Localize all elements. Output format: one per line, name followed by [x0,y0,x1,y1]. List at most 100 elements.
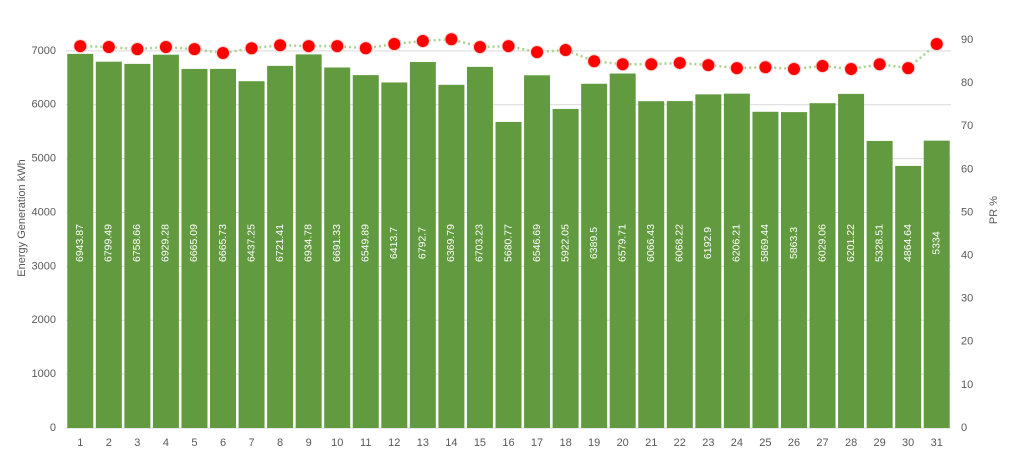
y2-tick-label: 80 [961,77,973,89]
bar [124,63,151,428]
point [615,57,630,72]
point [216,46,231,61]
x-tick-label: 9 [306,437,312,449]
point [415,33,430,48]
value-label: 6029.06 [816,224,828,262]
x-tick-label: 20 [617,437,629,449]
point [815,58,830,73]
point [73,39,88,54]
x-tick-label: 6 [220,437,226,449]
value-label: 6068.22 [674,224,686,262]
x-tick-label: 1 [77,437,83,449]
y2-tick-label: 10 [961,379,973,391]
x-tick-label: 22 [674,437,686,449]
bar [581,83,608,428]
bar [524,75,551,429]
point [472,39,487,54]
value-label: 6066.43 [645,224,657,262]
point [729,61,744,76]
value-label: 6206.21 [731,224,743,262]
bar [267,65,294,428]
point [187,42,202,57]
bar [152,54,179,429]
x-tick-label: 21 [645,437,657,449]
bar [866,140,893,429]
bar [466,66,493,428]
bar [495,121,522,428]
bar [324,67,351,429]
value-label: 6665.73 [217,224,229,262]
y2-axis-title: PR % [988,196,1000,224]
bar [238,81,265,429]
x-tick-label: 25 [759,437,771,449]
value-label: 6799.49 [103,224,115,262]
x-tick-label: 18 [559,437,571,449]
value-label: 6934.78 [302,224,314,262]
bar [67,53,94,429]
y-tick-label: 2000 [32,314,56,326]
bar [809,103,836,429]
bar [210,68,237,429]
x-tick-label: 31 [931,437,943,449]
point [758,60,773,75]
bar [838,93,865,428]
y2-tick-label: 30 [961,293,973,305]
x-tick-label: 4 [163,437,169,449]
x-tick-label: 30 [902,437,914,449]
value-label: 5863.3 [788,227,800,259]
y-tick-label: 4000 [32,206,56,218]
bar [181,68,208,428]
point [701,58,716,73]
x-tick-label: 23 [702,437,714,449]
x-tick-label: 11 [360,437,371,449]
y-tick-label: 5000 [32,153,56,165]
y-axis-title: Energy Generation kWh [16,159,28,276]
point [358,41,373,56]
point [901,61,916,76]
bar [638,101,665,428]
value-label: 6579.71 [616,224,628,262]
x-tick-label: 3 [134,437,140,449]
point [130,42,145,57]
bar [695,94,722,428]
value-label: 6201.22 [845,224,857,262]
value-label: 5328.51 [873,224,885,262]
x-tick-label: 2 [106,437,112,449]
y2-tick-label: 0 [961,422,967,434]
point [273,38,288,53]
bar [95,61,122,428]
point [672,55,687,70]
value-label: 5869.44 [759,224,771,262]
point [330,39,345,54]
y-tick-label: 0 [50,422,56,434]
x-tick-label: 24 [731,437,743,449]
point [786,61,801,76]
value-label: 5922.05 [559,224,571,262]
value-label: 6703.23 [474,224,486,262]
point [558,43,573,58]
value-label: 6721.41 [274,224,286,262]
value-label: 6929.28 [160,224,172,262]
value-label: 5334 [931,231,943,255]
x-tick-label: 12 [388,437,400,449]
x-tick-label: 5 [191,437,197,449]
value-label: 6389.5 [588,227,600,259]
value-label: 6369.79 [445,224,457,262]
y2-tick-label: 90 [961,34,973,46]
y-tick-label: 1000 [32,368,56,380]
bar [923,140,950,429]
value-label: 4864.64 [902,224,914,262]
bar [723,93,750,428]
x-tick-label: 14 [445,437,457,449]
bar [552,108,579,428]
x-tick-label: 16 [502,437,514,449]
value-label: 6413.7 [388,227,400,259]
point [301,39,316,54]
point [101,39,116,54]
value-label: 6758.66 [131,224,143,262]
point [844,61,859,76]
y2-tick-label: 20 [961,336,973,348]
x-tick-label: 13 [417,437,429,449]
x-tick-label: 8 [277,437,283,449]
y-tick-label: 3000 [32,260,56,272]
